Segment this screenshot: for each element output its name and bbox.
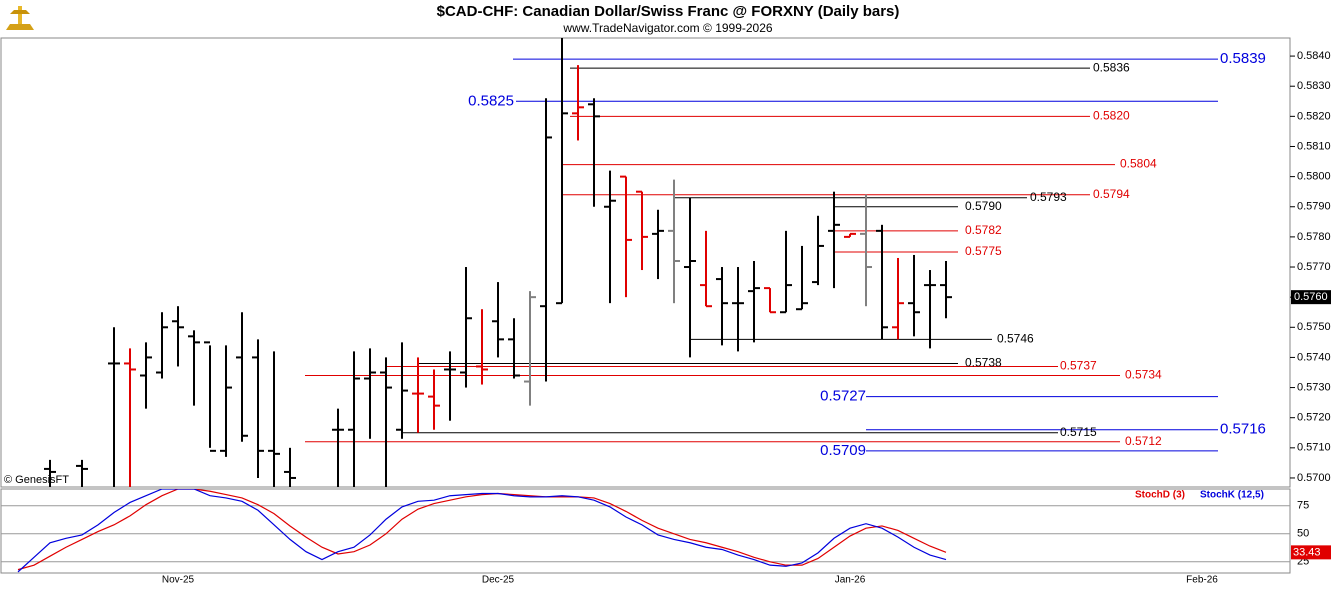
y-tick-label: 0.5790 [1297, 201, 1331, 213]
level-label: 0.5836 [1093, 60, 1130, 74]
price-marker-box [1291, 290, 1331, 305]
stoch-plot [1, 489, 1290, 573]
chart-title: $CAD-CHF: Canadian Dollar/Swiss Franc @ … [437, 3, 900, 20]
price-panel [0, 37, 1291, 488]
level-label: 0.5790 [965, 199, 1002, 213]
level-label: 0.5712 [1125, 434, 1162, 448]
level-label: 0.5709 [820, 442, 866, 459]
level-label: 0.5746 [997, 332, 1034, 346]
level-label: 0.5794 [1093, 187, 1130, 201]
stoch-panel [0, 488, 1291, 574]
chart-subtitle: www.TradeNavigator.com © 1999-2026 [562, 21, 772, 35]
level-label: 0.5793 [1030, 190, 1067, 204]
price-marker-label: 0.5760 [1294, 291, 1328, 303]
y-tick-label: 0.5740 [1297, 351, 1331, 363]
y-tick-label: 0.5810 [1297, 140, 1331, 152]
legend-entry: StochD (3) [1135, 490, 1185, 501]
y-tick-label: 50 [1297, 528, 1309, 540]
stoch-line [17, 489, 947, 573]
y-tick-label: 0.5820 [1297, 110, 1331, 122]
y-tick-label: 0.5780 [1297, 231, 1331, 243]
y-tick-label: 0.5720 [1297, 412, 1331, 424]
x-tick-label: Dec-25 [482, 575, 515, 586]
axes: 0.5700 0.5710 0.5720 0.5730 0.5740 0.5750 0.57… [162, 50, 1331, 586]
level-label: 0.5825 [468, 92, 514, 109]
y-tick-label: 0.5750 [1297, 321, 1331, 333]
level-label: 0.5727 [820, 388, 866, 405]
y-tick-label: 0.5800 [1297, 171, 1331, 183]
x-tick-label: Nov-25 [162, 575, 195, 586]
level-label: 0.5775 [965, 244, 1002, 258]
y-tick-label: 0.5730 [1297, 381, 1331, 393]
stoch-value-label: 33.43 [1293, 546, 1321, 558]
y-tick-label: 0.5830 [1297, 80, 1331, 92]
logo [6, 6, 34, 30]
x-tick-label: Jan-26 [835, 575, 866, 586]
y-tick-label: 0.5770 [1297, 261, 1331, 273]
level-label: 0.5737 [1060, 359, 1097, 373]
level-label: 0.5820 [1093, 109, 1130, 123]
stoch-value-box [1291, 545, 1331, 560]
y-tick-label: 0.5710 [1297, 442, 1331, 454]
watermark: © GenesisFT [4, 474, 69, 486]
level-label: 0.5738 [965, 356, 1002, 370]
y-tick-label: 0.5700 [1297, 472, 1331, 484]
legend-entry: StochK (12,5) [1200, 490, 1264, 501]
y-tick-label: 75 [1297, 500, 1309, 512]
level-label: 0.5716 [1220, 421, 1266, 438]
level-label: 0.5734 [1125, 368, 1162, 382]
level-label: 0.5715 [1060, 425, 1097, 439]
level-label: 0.5839 [1220, 50, 1266, 67]
price-plot [44, 38, 1218, 487]
level-label: 0.5782 [965, 223, 1002, 237]
level-label: 0.5804 [1120, 157, 1157, 171]
y-tick-label: 0.5840 [1297, 50, 1331, 62]
x-tick-label: Feb-26 [1186, 575, 1218, 586]
